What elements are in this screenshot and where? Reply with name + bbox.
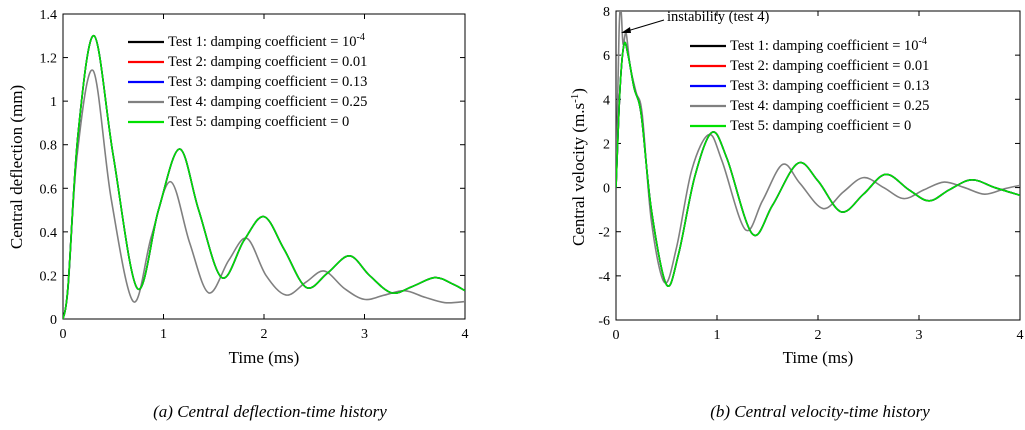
x-tick-label: 4 xyxy=(1017,328,1024,343)
legend-entry-test-2: Test 2: damping coefficient = 0.01 xyxy=(168,54,367,70)
y-tick-label: 0.6 xyxy=(40,182,58,197)
y-tick-label: 0 xyxy=(50,313,57,328)
y-tick-label: -4 xyxy=(598,270,610,285)
legend-entry-test-5: Test 5: damping coefficient = 0 xyxy=(730,118,911,134)
legend-entry-test-5: Test 5: damping coefficient = 0 xyxy=(168,114,349,130)
annotation-arrow xyxy=(623,19,665,33)
series-line-test-5 xyxy=(616,41,1020,288)
annotation-arrow-head xyxy=(621,27,631,33)
series-line-test-4 xyxy=(63,69,465,319)
chart-a-x-axis-label: Time (ms) xyxy=(229,348,300,367)
x-tick-label: 0 xyxy=(613,328,620,343)
chart-b-y-axis-label: Central velocity (m.s-1) xyxy=(569,88,588,246)
y-tick-label: 6 xyxy=(603,49,610,64)
x-tick-label: 4 xyxy=(462,327,469,342)
chart-a-axes: 0 1 2 3 4 0 0.2 0.4 0.6 0.8 1 1.2 1.4 xyxy=(40,8,469,342)
chart-b-legend: Test 1: damping coefficient = 10-4 Test 2… xyxy=(690,36,929,134)
x-tick-label: 1 xyxy=(160,327,167,342)
chart-b-y-label-sup: -1 xyxy=(569,94,581,103)
chart-b-series xyxy=(616,11,1020,288)
chart-a-series xyxy=(63,34,465,319)
legend-entry-test-1: Test 1: damping coefficient = 10-4 xyxy=(730,36,927,54)
y-tick-label: 2 xyxy=(603,137,610,152)
legend-entry-test-2: Test 2: damping coefficient = 0.01 xyxy=(730,58,929,74)
chart-a-legend: Test 1: damping coefficient = 10-4 Test 2… xyxy=(128,32,367,130)
x-tick-label: 3 xyxy=(916,328,923,343)
y-tick-label: -6 xyxy=(598,314,610,329)
y-tick-label: 1 xyxy=(50,95,57,110)
series-line-test-4 xyxy=(616,11,1020,284)
y-tick-label: 1.2 xyxy=(40,52,58,67)
chart-b-axes: 0 1 2 3 4 -6 -4 -2 0 2 4 6 8 xyxy=(598,5,1023,343)
chart-b-annotation: instability (test 4) xyxy=(621,9,769,33)
y-tick-label: 0.8 xyxy=(40,139,58,154)
legend-entry-test-4: Test 4: damping coefficient = 0.25 xyxy=(730,98,929,114)
y-tick-label: 8 xyxy=(603,5,610,20)
annotation-text: instability (test 4) xyxy=(667,9,769,25)
x-tick-label: 1 xyxy=(714,328,721,343)
chart-a-caption: (a) Central deflection-time history xyxy=(153,402,387,421)
chart-a-y-axis-label: Central deflection (mm) xyxy=(7,85,26,249)
legend-entry-test-1: Test 1: damping coefficient = 10-4 xyxy=(168,32,365,50)
chart-b-x-axis-label: Time (ms) xyxy=(783,348,854,367)
y-tick-label: 0.4 xyxy=(40,226,58,241)
y-tick-label: 0 xyxy=(603,182,610,197)
y-tick-label: 1.4 xyxy=(40,8,58,23)
x-tick-label: 0 xyxy=(60,327,67,342)
chart-a: 0 1 2 3 4 0 0.2 0.4 0.6 0.8 1 1.2 1.4 Test 1: dampin… xyxy=(7,8,469,421)
legend-entry-test-3: Test 3: damping coefficient = 0.13 xyxy=(730,78,929,94)
chart-b: 0 1 2 3 4 -6 -4 -2 0 2 4 6 8 Test 1: damping coeffic… xyxy=(569,5,1024,421)
x-tick-label: 3 xyxy=(361,327,368,342)
legend-entry-test-4: Test 4: damping coefficient = 0.25 xyxy=(168,94,367,110)
x-tick-label: 2 xyxy=(815,328,822,343)
x-tick-label: 2 xyxy=(261,327,268,342)
legend-entry-test-3: Test 3: damping coefficient = 0.13 xyxy=(168,74,367,90)
y-tick-label: -2 xyxy=(598,226,610,241)
y-tick-label: 0.2 xyxy=(40,269,58,284)
series-line-test-5 xyxy=(63,34,465,319)
chart-b-caption: (b) Central velocity-time history xyxy=(710,402,930,421)
chart-b-y-label-main: Central velocity (m.s xyxy=(569,103,588,246)
y-tick-label: 4 xyxy=(603,93,610,108)
chart-b-y-label-end: ) xyxy=(569,88,588,94)
